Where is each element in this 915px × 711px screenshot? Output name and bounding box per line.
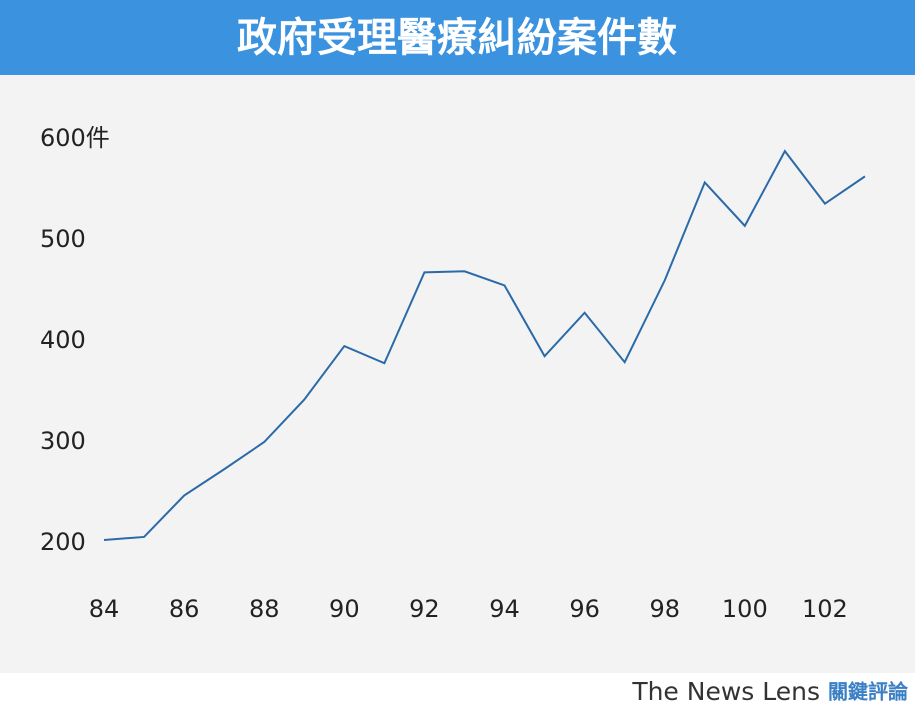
x-tick-label: 92: [409, 595, 440, 623]
x-tick-label: 100: [722, 595, 768, 623]
x-tick-label: 88: [249, 595, 280, 623]
x-tick-label: 94: [489, 595, 520, 623]
x-tick-label: 86: [169, 595, 200, 623]
footer-brand-zh: 關鍵評論: [828, 680, 909, 704]
x-tick-label: 84: [89, 595, 120, 623]
y-tick-label: 300: [40, 427, 86, 455]
x-tick-label: 102: [802, 595, 848, 623]
y-tick-label: 600件: [40, 124, 110, 152]
y-tick-label: 200: [40, 528, 86, 556]
x-tick-label: 90: [329, 595, 360, 623]
footer-brand: The News Lens: [631, 677, 820, 706]
data-line: [103, 149, 866, 541]
x-tick-label: 96: [569, 595, 600, 623]
y-tick-label: 500: [40, 225, 86, 253]
y-tick-label: 400: [40, 326, 86, 354]
x-tick-label: 98: [649, 595, 680, 623]
title-banner: [0, 0, 915, 75]
plot-background: [0, 75, 915, 673]
chart-title: 政府受理醫療糾紛案件數: [237, 15, 677, 61]
